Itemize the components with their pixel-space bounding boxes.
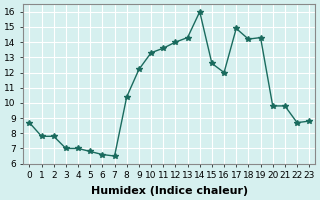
X-axis label: Humidex (Indice chaleur): Humidex (Indice chaleur) (91, 186, 248, 196)
